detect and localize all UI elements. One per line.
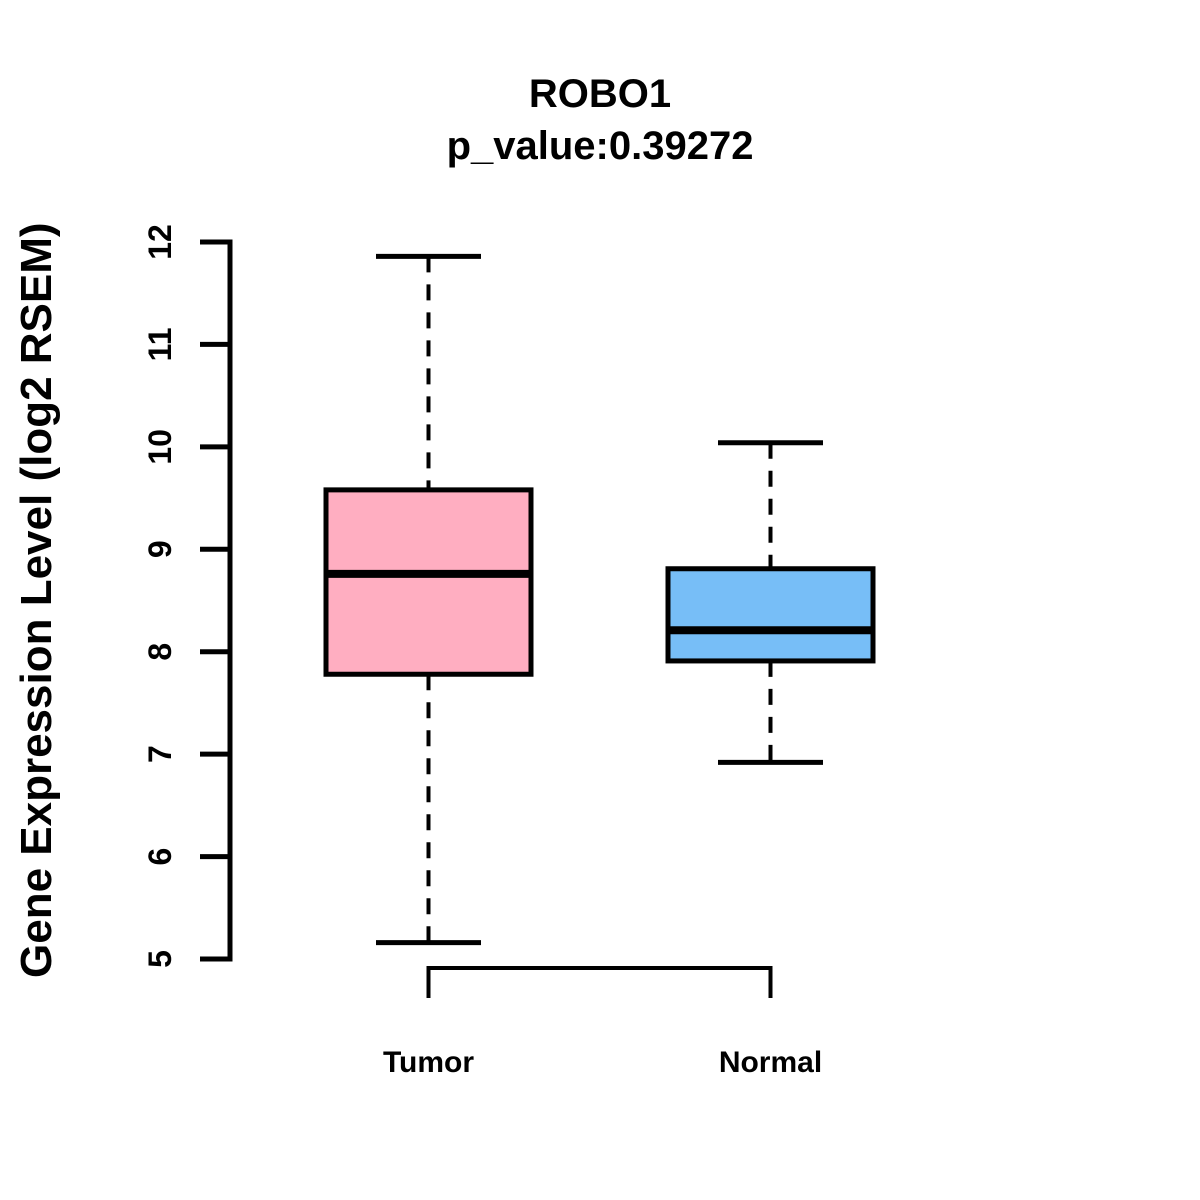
chart-title: ROBO1 — [528, 72, 672, 116]
chart-subtitle: p_value:0.39272 — [446, 124, 754, 168]
category-label-tumor: Tumor — [383, 1046, 474, 1079]
chart-title-block: ROBO1 p_value:0.39272 — [0, 68, 1200, 172]
y-axis-label: Gene Expression Level (log2 RSEM) — [12, 222, 61, 978]
category-label-normal: Normal — [719, 1046, 822, 1079]
y-axis-tick-label: 7 — [142, 745, 178, 763]
y-axis-tick-label: 8 — [142, 643, 178, 661]
y-axis-tick-label: 12 — [142, 224, 178, 260]
y-axis-tick-label: 6 — [142, 848, 178, 866]
y-axis-tick-label: 11 — [142, 328, 178, 362]
box-tumor — [323, 487, 534, 677]
comparison-bracket — [426, 966, 773, 998]
box-normal — [665, 566, 876, 664]
y-axis-tick-label: 10 — [142, 429, 178, 465]
y-axis-tick-label: 9 — [142, 540, 178, 558]
y-axis-tick-label: 5 — [142, 950, 178, 968]
